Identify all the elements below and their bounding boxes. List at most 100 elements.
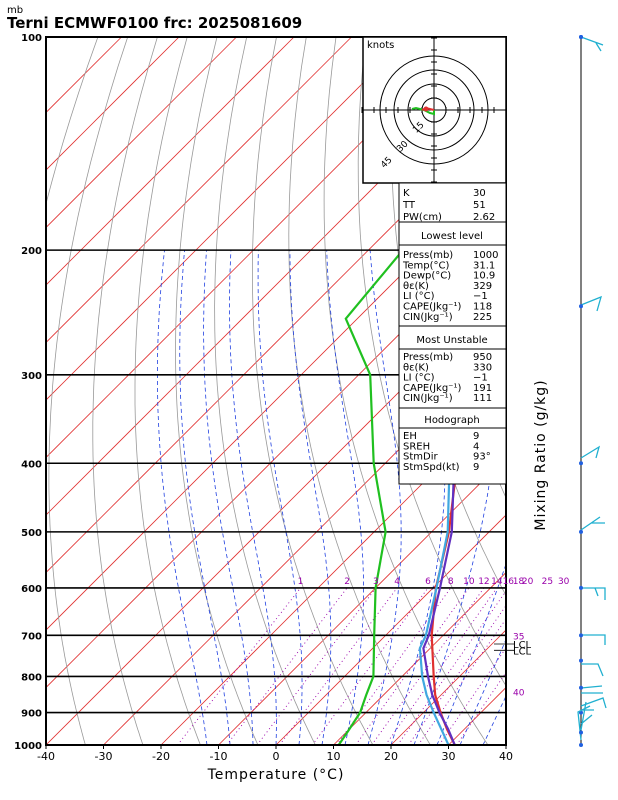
wind-barb bbox=[577, 701, 593, 741]
mixing-ratio-line bbox=[438, 647, 506, 745]
dry-adiabat bbox=[323, 37, 489, 745]
dry-adiabat bbox=[134, 37, 201, 745]
wind-barb bbox=[580, 295, 602, 312]
hodograph-trace bbox=[411, 106, 435, 116]
hodograph-units: knots bbox=[367, 40, 394, 51]
lowest-level-value: 329 bbox=[473, 281, 492, 292]
lowest-level-label: CIN(Jkg⁻¹) bbox=[403, 312, 453, 323]
isotherm bbox=[46, 37, 467, 459]
dry-adiabat bbox=[92, 37, 158, 745]
isotherm bbox=[46, 37, 237, 229]
mixing-ratio-line bbox=[397, 590, 506, 745]
hodograph: knots 15 30 45 bbox=[361, 36, 507, 184]
most-unstable-label: LI (°C) bbox=[403, 373, 435, 384]
most-unstable-title: Most Unstable bbox=[416, 335, 487, 346]
mixing-ratio-label: 10 bbox=[463, 577, 475, 587]
x-tick-label: 20 bbox=[384, 750, 398, 763]
wind-level-dot bbox=[579, 685, 583, 690]
lowest-level-label: θε(K) bbox=[403, 281, 429, 292]
x-tick-label: 30 bbox=[442, 750, 456, 763]
lowest-level-value: 1000 bbox=[473, 250, 498, 261]
dry-adiabat bbox=[252, 37, 374, 745]
x-tick-label: 0 bbox=[273, 750, 280, 763]
lowest-level-label: CAPE(Jkg⁻¹) bbox=[403, 302, 461, 313]
hodograph-stat-label: SREH bbox=[403, 441, 430, 452]
index-label-pw: PW(cm) bbox=[403, 212, 442, 223]
pressure-tick-label: 700 bbox=[21, 631, 42, 642]
dry-adiabat bbox=[214, 37, 316, 745]
wind-level-dot bbox=[579, 304, 583, 309]
wind-level-dot bbox=[579, 743, 583, 747]
dry-adiabat bbox=[48, 37, 129, 745]
pressure-tick-label: 800 bbox=[21, 672, 42, 683]
unit-label: mb bbox=[7, 5, 23, 16]
lowest-level-box bbox=[398, 221, 507, 327]
dry-adiabat bbox=[46, 37, 99, 206]
isotherm bbox=[46, 169, 506, 631]
most-unstable-value: 330 bbox=[473, 362, 492, 373]
isotherm bbox=[564, 37, 618, 745]
lcl-label: LCL bbox=[513, 646, 532, 657]
most-unstable-label: Press(mb) bbox=[403, 352, 453, 363]
isotherm bbox=[46, 37, 122, 114]
wind-barb bbox=[581, 634, 606, 645]
wind-level-dot bbox=[579, 585, 583, 590]
pressure-tick-label: 400 bbox=[21, 459, 42, 470]
mixing-ratio-label: 14 bbox=[491, 577, 503, 587]
isotherm bbox=[46, 37, 352, 344]
lowest-level-value: 31.1 bbox=[473, 260, 495, 271]
lowest-level-label: Temp(°C) bbox=[402, 260, 450, 271]
mixing-ratio-line bbox=[279, 587, 398, 745]
lcl-label: LCL bbox=[513, 640, 532, 651]
moist-adiabat bbox=[289, 250, 332, 745]
most-unstable-box bbox=[398, 325, 507, 409]
wind-barb bbox=[580, 685, 603, 694]
most-unstable-value: 191 bbox=[473, 383, 492, 394]
most-unstable-value: 111 bbox=[473, 393, 492, 404]
x-tick-label: 40 bbox=[499, 750, 513, 763]
pressure-tick-label: 300 bbox=[21, 371, 42, 382]
background-grid bbox=[46, 37, 618, 745]
most-unstable-value: 950 bbox=[473, 352, 492, 363]
hodograph-stat-value: 9 bbox=[473, 462, 479, 473]
dry-adiabat bbox=[357, 37, 506, 687]
wind-level-dot bbox=[579, 658, 583, 663]
mixing-ratio-label: 2 bbox=[344, 577, 350, 587]
pressure-tick-label: 1000 bbox=[14, 741, 42, 752]
most-unstable-label: CIN(Jkg⁻¹) bbox=[403, 393, 453, 404]
wind-level-dot bbox=[579, 730, 583, 735]
mixing-ratio-label: 30 bbox=[558, 577, 570, 587]
most-unstable-label: CAPE(Jkg⁻¹) bbox=[403, 383, 461, 394]
temperature-tick-labels: -40 -30 -20 -10 0 10 20 30 40 bbox=[37, 745, 513, 763]
chart-title: Terni ECMWF0100 frc: 2025081609 bbox=[7, 14, 302, 32]
mixing-ratio-label: 16 bbox=[503, 577, 515, 587]
most-unstable-value: −1 bbox=[473, 373, 488, 384]
pressure-tick-label: 500 bbox=[21, 528, 42, 539]
hodograph-stat-label: StmDir bbox=[403, 452, 438, 463]
mixing-ratio-label: 4 bbox=[394, 577, 400, 587]
pressure-tick-labels: 100 200 300 400 500 600 700 800 900 1000 bbox=[14, 33, 42, 752]
mixing-ratio-line bbox=[371, 587, 485, 745]
side-number: 40 bbox=[513, 688, 525, 698]
wind-level-dot bbox=[579, 529, 583, 534]
x-tick-label: -20 bbox=[152, 750, 170, 763]
x-axis-label: Temperature (°C) bbox=[207, 767, 345, 783]
moist-adiabat bbox=[179, 250, 231, 745]
mixing-ratio-line bbox=[226, 587, 348, 745]
index-label-k: K bbox=[403, 188, 410, 199]
wind-barbs bbox=[577, 35, 607, 747]
isotherm bbox=[46, 37, 410, 401]
mixing-ratio-label: 1 bbox=[298, 577, 304, 587]
wind-level-dot bbox=[579, 633, 583, 638]
hodograph-stats-box bbox=[398, 407, 507, 485]
wind-barb bbox=[580, 516, 605, 531]
mixing-ratio-line bbox=[256, 587, 377, 745]
mixing-ratio-label: 25 bbox=[542, 577, 553, 587]
wind-barb bbox=[580, 36, 604, 52]
pressure-tick-label: 100 bbox=[21, 33, 42, 44]
lowest-level-value: 225 bbox=[473, 312, 492, 323]
mixing-ratio-label: 18 bbox=[513, 577, 525, 587]
dry-adiabat bbox=[515, 37, 618, 745]
